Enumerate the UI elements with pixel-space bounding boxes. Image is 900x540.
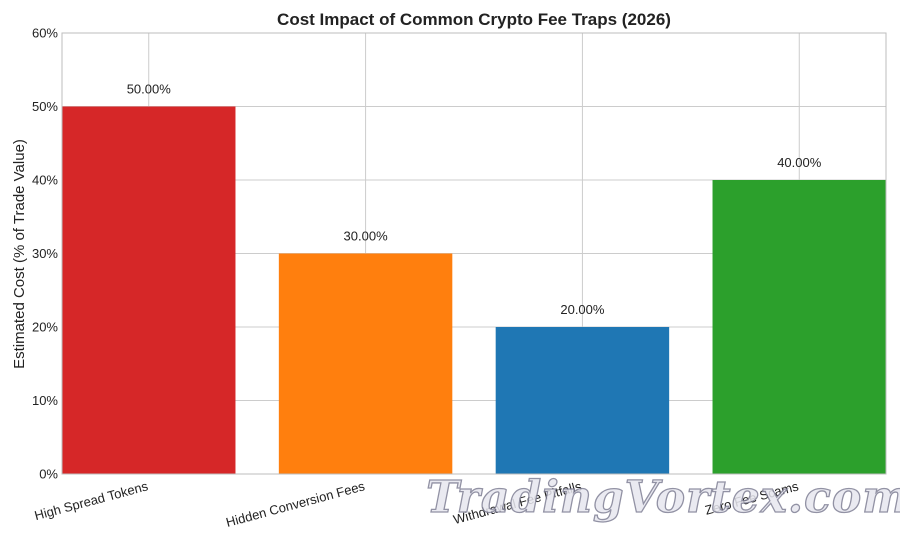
y-tick-label: 10% (32, 393, 58, 408)
y-tick-label: 0% (39, 467, 58, 482)
bar (495, 327, 670, 474)
y-tick-label: 40% (32, 173, 58, 188)
bar (278, 253, 453, 474)
x-tick-label: Hidden Conversion Fees (224, 478, 367, 530)
x-tick-label: High Spread Tokens (33, 478, 150, 523)
data-label: 40.00% (777, 155, 822, 170)
bars (62, 106, 886, 474)
y-tick-label: 30% (32, 246, 58, 261)
chart-title: Cost Impact of Common Crypto Fee Traps (… (277, 10, 671, 29)
y-axis-label: Estimated Cost (% of Trade Value) (11, 139, 28, 369)
bar (62, 106, 236, 474)
bar (712, 180, 886, 474)
y-tick-label: 60% (32, 26, 58, 41)
watermark-logo: TradingVortex.com (426, 472, 900, 523)
data-labels: 50.00% 30.00% 20.00% 40.00% (127, 82, 822, 318)
plot-frame (61, 32, 887, 475)
data-label: 30.00% (344, 229, 389, 244)
y-tick-label: 50% (32, 99, 58, 114)
y-tick-label: 20% (32, 320, 58, 335)
data-label: 20.00% (560, 302, 605, 317)
data-label: 50.00% (127, 82, 172, 97)
y-axis-ticks: 0% 10% 20% 30% 40% 50% 60% (32, 26, 58, 482)
